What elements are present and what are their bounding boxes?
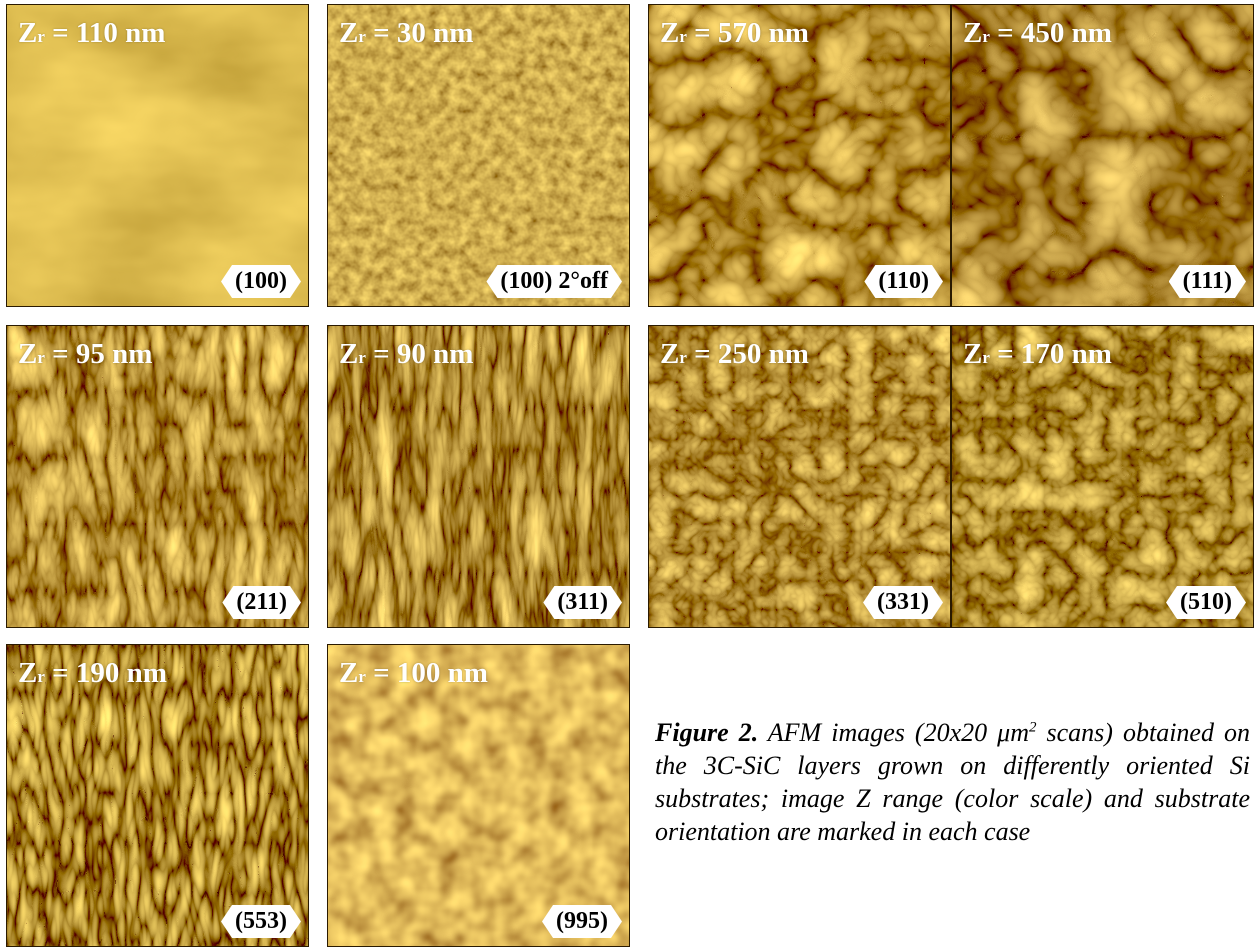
orientation-label: (100) 2°off [486,265,622,298]
figure-caption: Figure 2. AFM images (20x20 μm2 scans) o… [655,716,1250,848]
afm-image-panel: Zr = 110 nm (100) [6,4,309,307]
z-range-label: Zr = 170 nm [963,338,1112,370]
afm-image-panel: Zr = 95 nm (211) [6,325,309,628]
orientation-label: (211) [222,586,301,619]
afm-image [328,326,629,627]
figure-number: Figure 2. [655,718,759,747]
orientation-label: (553) [221,905,301,938]
orientation-label: (111) [1169,265,1246,298]
afm-image-panel: Zr = 90 nm (311) [327,325,630,628]
caption-superscript: 2 [1028,719,1037,736]
afm-image-panel: Zr = 170 nm (510) [951,325,1254,628]
afm-image-panel: Zr = 30 nm (100) 2°off [327,4,630,307]
z-range-label: Zr = 95 nm [18,338,153,370]
z-range-label: Zr = 100 nm [339,657,488,689]
afm-image-panel: Zr = 190 nm (553) [6,644,309,947]
orientation-label: (995) [542,905,622,938]
afm-image-panel: Zr = 450 nm (111) [951,4,1254,307]
afm-image [649,326,950,627]
orientation-label: (311) [543,586,622,619]
z-range-label: Zr = 250 nm [660,338,809,370]
z-range-label: Zr = 190 nm [18,657,167,689]
afm-image [328,5,629,306]
afm-image [328,645,629,946]
z-range-label: Zr = 30 nm [339,17,474,49]
caption-text-a: AFM images (20x20 μm [758,718,1029,747]
caption-text-b: scans) obtained on the 3C-SiC layers gro… [655,718,1250,846]
afm-image [649,5,950,306]
orientation-label: (510) [1166,586,1246,619]
z-range-label: Zr = 90 nm [339,338,474,370]
afm-image-panel: Zr = 100 nm (995) [327,644,630,947]
orientation-label: (100) [221,265,301,298]
afm-image [7,645,308,946]
orientation-label: (331) [863,586,943,619]
afm-image-panel: Zr = 570 nm (110) [648,4,951,307]
z-range-label: Zr = 110 nm [18,17,166,49]
z-range-label: Zr = 450 nm [963,17,1112,49]
afm-image [952,326,1253,627]
afm-image [952,5,1253,306]
afm-image-panel: Zr = 250 nm (331) [648,325,951,628]
afm-image [7,326,308,627]
z-range-label: Zr = 570 nm [660,17,809,49]
afm-image [7,5,308,306]
orientation-label: (110) [864,265,943,298]
